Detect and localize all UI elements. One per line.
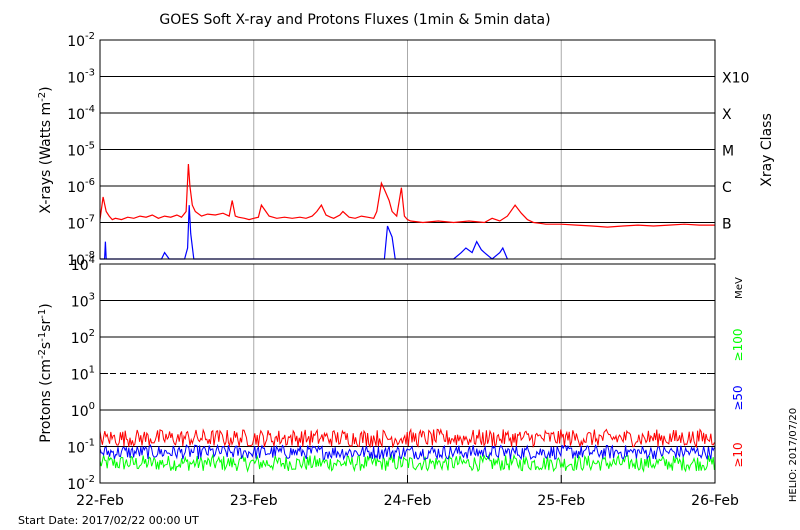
xray-ytick-label: 10-2 — [67, 31, 95, 50]
proton-ytick-label: 100 — [71, 401, 95, 420]
xtick-label: 24-Feb — [384, 493, 432, 509]
xray-ytick-label: 10-6 — [67, 177, 95, 196]
xray-tick-labels: 10-8 10-7 10-6 10-5 10-4 10-3 10-2 — [67, 31, 715, 269]
xtick-label: 22-Feb — [76, 493, 124, 509]
xray-y-axis-label: X-rays (Watts m-2) — [37, 86, 55, 213]
xtick-label: 23-Feb — [230, 493, 278, 509]
proton-series-line — [99, 453, 715, 473]
xray-panel: 10-8 10-7 10-6 10-5 10-4 10-3 10-2 B C M X X10 Xra… — [37, 31, 776, 269]
proton-ytick-label: 103 — [71, 292, 95, 311]
proton-y-axis-label: Protons (cm-2s-1sr-1) — [37, 303, 55, 442]
xray-class-labels: B C M X X10 — [722, 71, 749, 233]
xray-class-label: B — [722, 217, 732, 233]
proton-panel: 10-2 10-1 100 101 102 103 104 22-Feb 23-Feb 24-F… — [37, 255, 746, 509]
proton-ytick-label: 10-2 — [67, 474, 95, 493]
xray-ytick-label: 10-4 — [67, 104, 95, 123]
proton-legend-label: ≥50 — [731, 385, 745, 410]
x-tick-labels: 22-Feb 23-Feb 24-Feb 25-Feb 26-Feb — [76, 475, 739, 509]
xray-ytick-label: 10-8 — [67, 250, 95, 269]
xray-class-label: X10 — [722, 71, 749, 87]
xray-class-axis-label: Xray Class — [759, 113, 775, 187]
proton-legend-label: ≥100 — [731, 329, 745, 362]
xtick-label: 26-Feb — [691, 493, 739, 509]
xray-class-label: C — [722, 180, 732, 196]
proton-legend-label: ≥10 — [731, 442, 745, 467]
xray-ytick-label: 10-5 — [67, 141, 95, 160]
xtick-label: 25-Feb — [537, 493, 585, 509]
xray-gridlines — [100, 40, 715, 259]
proton-series-group — [99, 427, 715, 473]
proton-tick-labels: 10-2 10-1 100 101 102 103 104 — [67, 255, 715, 493]
xray-long-channel-line — [99, 163, 715, 228]
xray-class-label: X — [722, 107, 732, 123]
xray-class-label: M — [722, 144, 734, 160]
start-date-label: Start Date: 2017/02/22 00:00 UT — [18, 514, 199, 527]
proton-ytick-label: 102 — [71, 328, 95, 347]
xray-ytick-label: 10-3 — [67, 68, 95, 87]
chart-title: GOES Soft X-ray and Protons Fluxes (1min… — [159, 12, 550, 28]
proton-legend-label: MeV — [734, 277, 745, 299]
xray-ytick-label: 10-7 — [67, 214, 95, 233]
proton-ytick-label: 101 — [71, 365, 95, 384]
proton-series-line — [99, 427, 715, 449]
credit-label: HELIO: 2017/07/20 — [788, 408, 799, 502]
proton-legend: ≥10 ≥50 ≥100 MeV — [731, 277, 745, 468]
proton-ytick-label: 10-1 — [67, 438, 95, 457]
proton-series-line — [99, 443, 715, 461]
proton-ytick-label: 104 — [71, 255, 95, 274]
